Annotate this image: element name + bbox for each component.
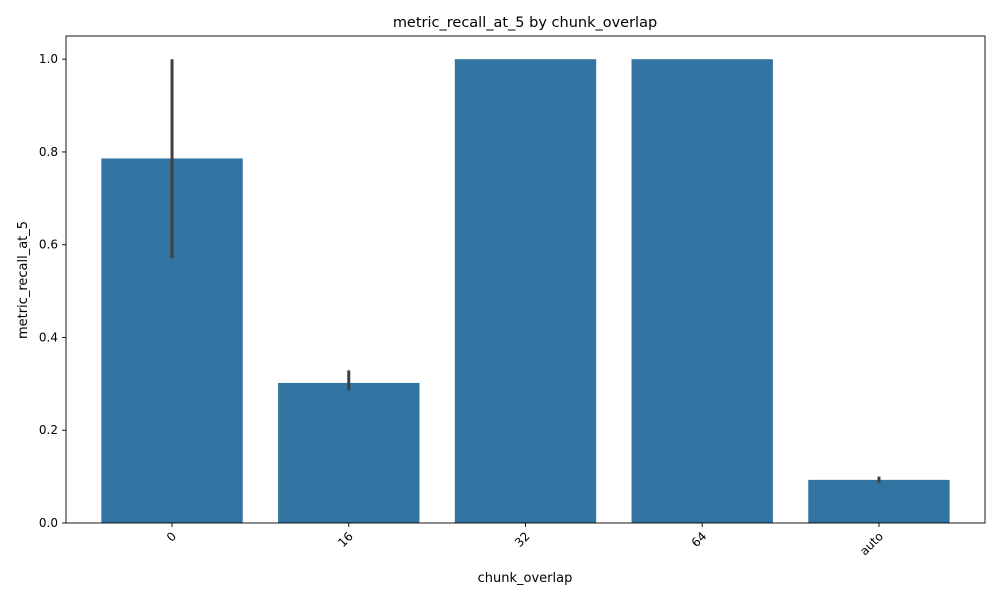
x-axis: 0 16 32 64 auto	[164, 523, 886, 558]
chart-title: metric_recall_at_5 by chunk_overlap	[393, 15, 657, 31]
y-tick-label: 0.6	[39, 238, 58, 252]
bars-group	[101, 59, 950, 523]
x-tick-label-auto: auto	[857, 529, 886, 558]
y-axis: 0.0 0.2 0.4 0.6 0.8 1.0	[39, 52, 66, 530]
y-tick-label: 1.0	[39, 52, 58, 66]
bar-64	[631, 59, 773, 523]
y-tick-label: 0.4	[39, 330, 58, 344]
y-axis-label: metric_recall_at_5	[16, 221, 31, 339]
bar-32	[454, 59, 597, 523]
y-tick-label: 0.2	[39, 423, 58, 437]
y-tick-label: 0.0	[39, 516, 58, 530]
x-axis-label: chunk_overlap	[478, 571, 573, 586]
x-tick-label-64: 64	[689, 529, 710, 550]
bar-auto	[808, 479, 950, 523]
x-tick-label-16: 16	[335, 529, 356, 550]
y-tick-label: 0.8	[39, 145, 58, 159]
x-tick-label-32: 32	[512, 529, 533, 550]
x-tick-label-0: 0	[164, 529, 179, 544]
bar-16	[278, 382, 420, 523]
error-bars-group	[170, 59, 881, 483]
